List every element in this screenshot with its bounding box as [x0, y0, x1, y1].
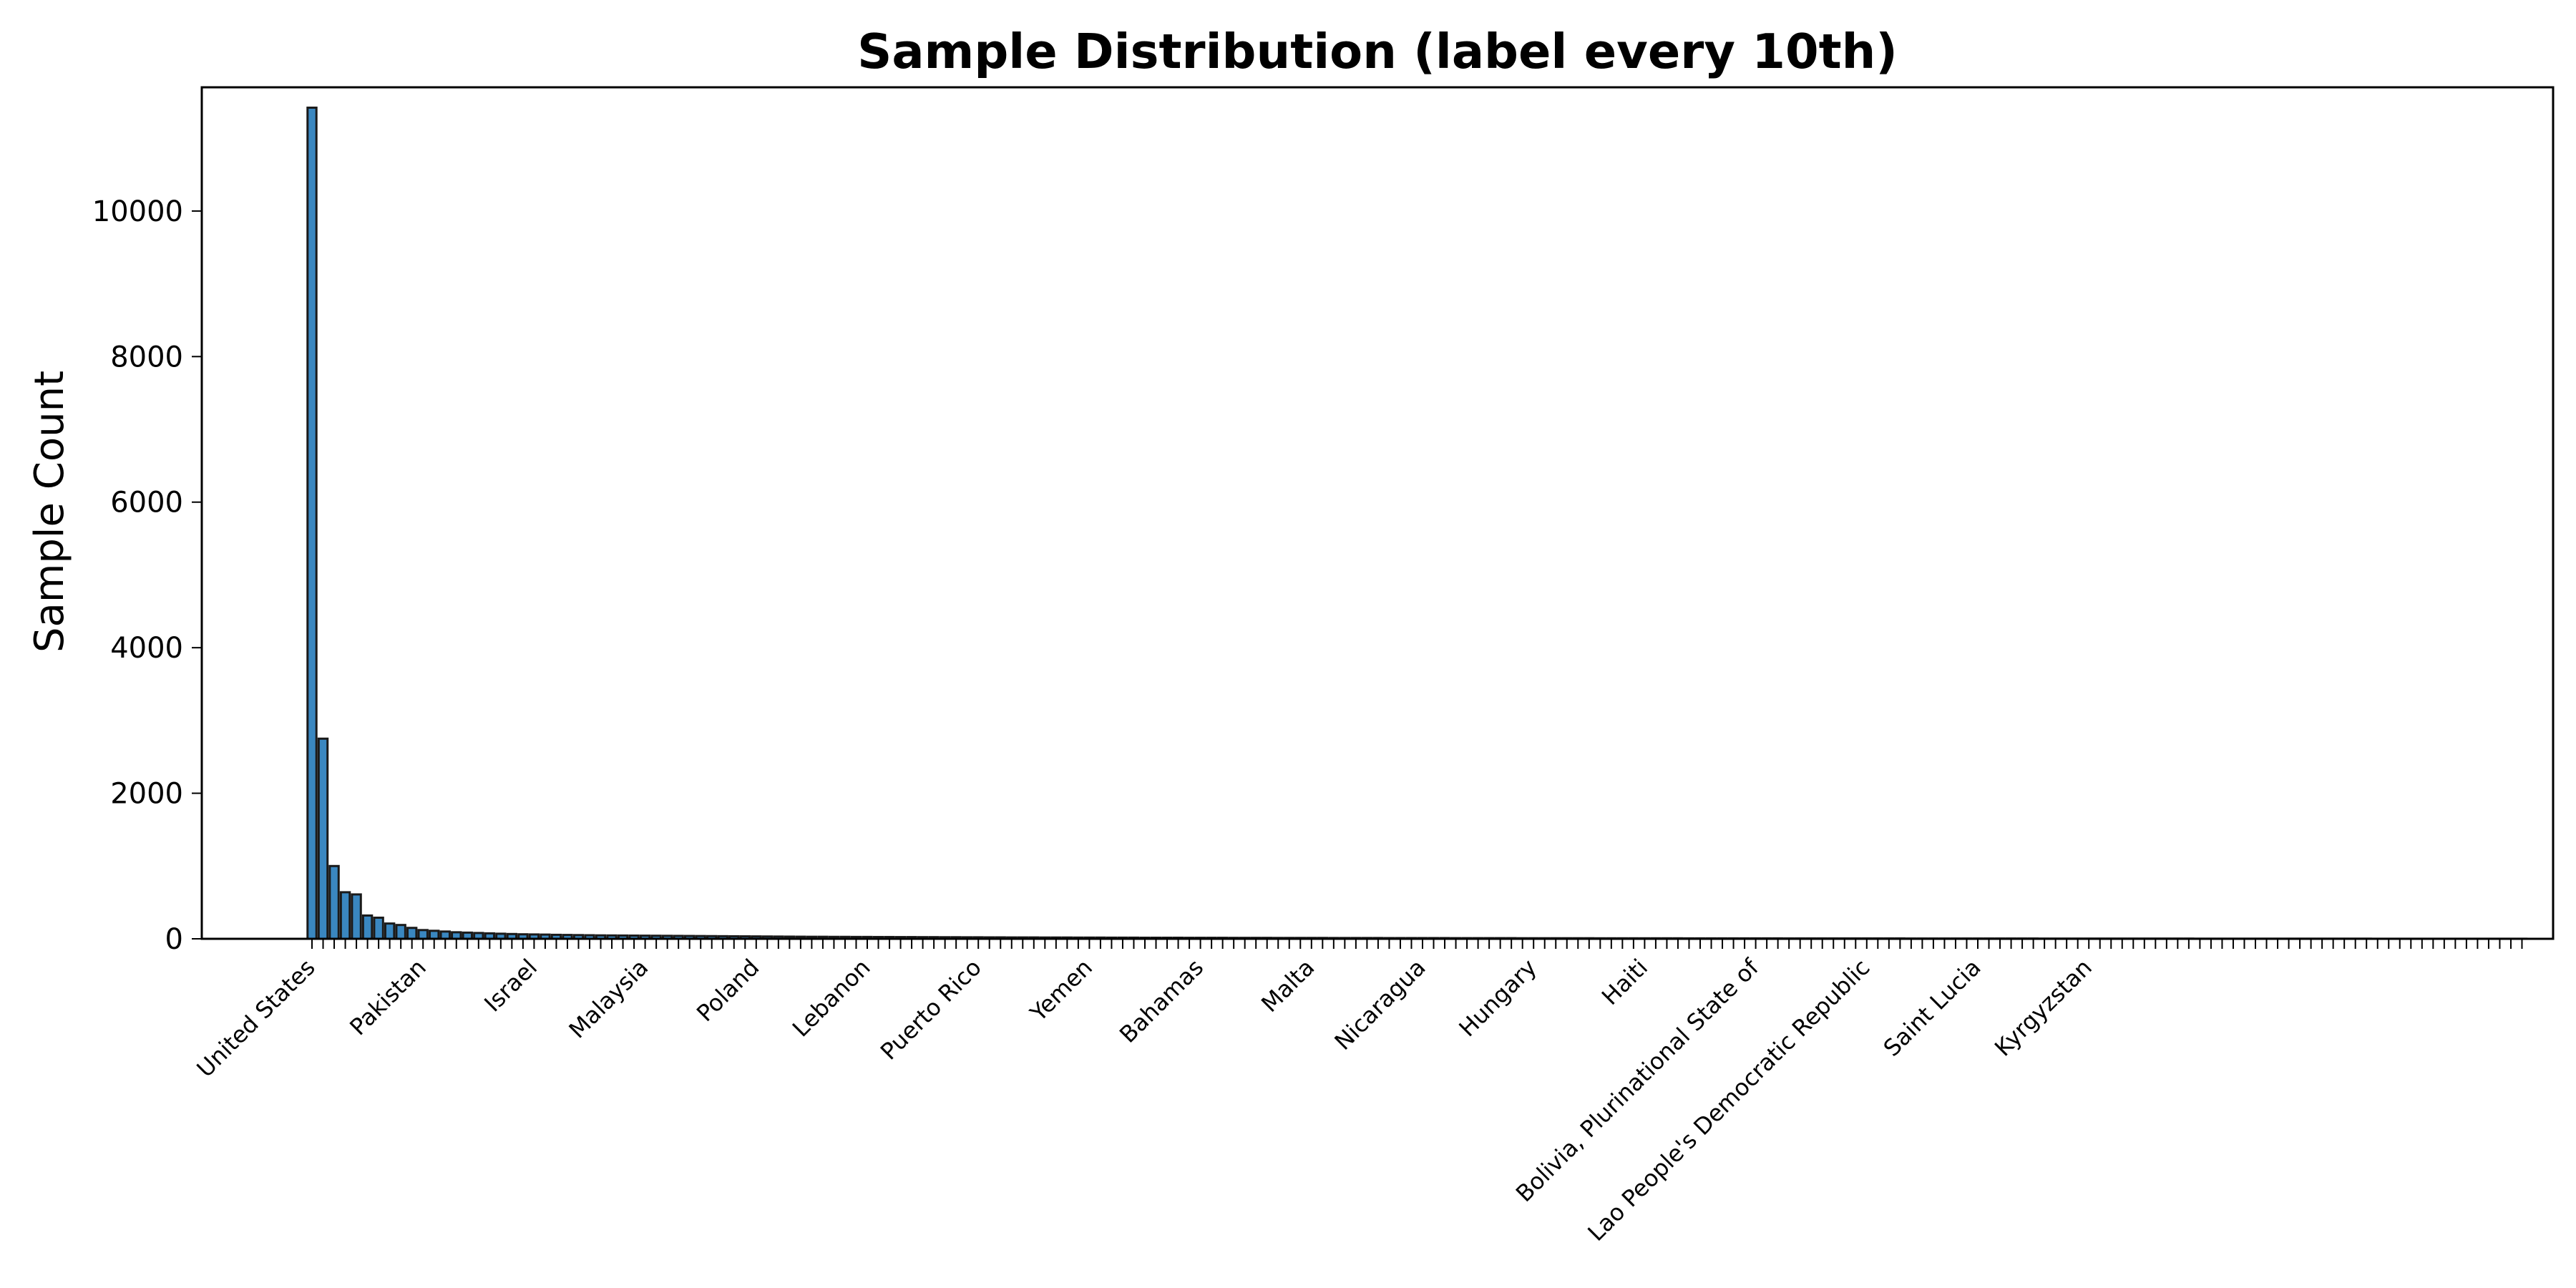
bar: [317, 737, 329, 940]
bar: [429, 930, 440, 940]
x-tick-label: Haiti: [1596, 954, 1653, 1010]
x-tick-label: Malaysia: [564, 954, 654, 1044]
x-tick-label: Bolivia, Plurinational State of: [1511, 953, 1765, 1207]
x-tick-label: Kyrgyzstan: [1989, 954, 2097, 1062]
y-tick-label: 2000: [110, 778, 183, 811]
x-axis: United States Pakistan Israel Malaysia Polan…: [192, 939, 2523, 1246]
bar: [361, 914, 374, 940]
bar: [395, 924, 406, 940]
x-tick-label: Saint Lucia: [1878, 954, 1986, 1062]
plot-frame: [200, 86, 2555, 940]
bar: [351, 893, 362, 940]
bar: [384, 922, 396, 940]
bar: [373, 917, 384, 940]
y-axis: 0 2000 4000 6000 8000 10000: [92, 195, 202, 956]
x-tick-label: Pakistan: [344, 954, 431, 1041]
x-tick-label: Puerto Rico: [875, 954, 987, 1065]
bar: [328, 864, 340, 940]
bar: [339, 891, 351, 940]
bar: [417, 929, 429, 940]
y-tick-label: 8000: [110, 341, 183, 374]
x-tick-label: Israel: [479, 954, 542, 1018]
bar: [306, 106, 318, 940]
x-tick-label: Hungary: [1453, 954, 1541, 1042]
x-tick-label: Malta: [1256, 954, 1319, 1018]
y-tick-label: 10000: [92, 195, 183, 228]
chart-title: Sample Distribution (label every 10th): [857, 24, 1898, 79]
x-tick-label: Poland: [691, 954, 764, 1027]
y-tick-label: 4000: [110, 632, 183, 665]
y-tick-label: 0: [165, 923, 183, 956]
y-tick-label: 6000: [110, 487, 183, 519]
x-tick-label: United States: [192, 954, 321, 1083]
x-tick-label: Yemen: [1024, 954, 1098, 1028]
bar: [439, 930, 451, 940]
x-tick-label: Lebanon: [787, 954, 876, 1043]
bar: [406, 927, 418, 940]
bar-series: [306, 106, 2528, 940]
x-tick-label: Nicaragua: [1330, 954, 1431, 1055]
y-axis-label: Sample Count: [26, 371, 73, 653]
x-tick-label: Bahamas: [1114, 954, 1209, 1048]
